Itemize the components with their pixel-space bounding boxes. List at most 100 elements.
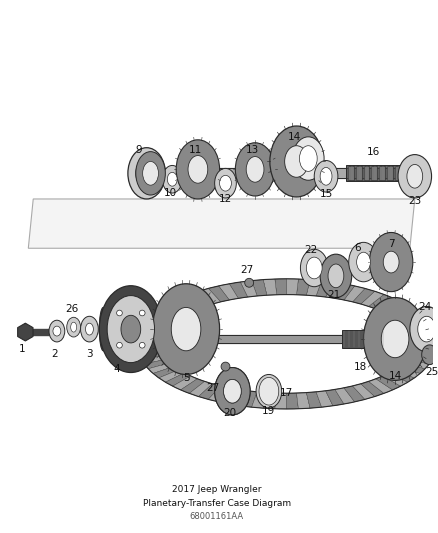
Polygon shape bbox=[137, 344, 161, 349]
Ellipse shape bbox=[53, 326, 61, 336]
Text: 14: 14 bbox=[389, 372, 402, 382]
Ellipse shape bbox=[188, 156, 208, 183]
Ellipse shape bbox=[300, 249, 328, 287]
Bar bbox=[364, 166, 369, 180]
Polygon shape bbox=[325, 390, 344, 406]
Circle shape bbox=[117, 342, 122, 348]
Polygon shape bbox=[411, 348, 436, 354]
Ellipse shape bbox=[422, 345, 438, 365]
Polygon shape bbox=[406, 356, 432, 364]
Polygon shape bbox=[137, 339, 161, 344]
Polygon shape bbox=[344, 386, 365, 402]
Polygon shape bbox=[208, 386, 230, 402]
Polygon shape bbox=[413, 339, 437, 344]
Polygon shape bbox=[344, 286, 365, 302]
Text: 13: 13 bbox=[245, 144, 259, 155]
Text: 19: 19 bbox=[262, 406, 276, 416]
Polygon shape bbox=[252, 392, 267, 408]
Ellipse shape bbox=[410, 306, 438, 352]
Polygon shape bbox=[173, 298, 198, 312]
Polygon shape bbox=[141, 324, 166, 333]
Polygon shape bbox=[413, 344, 437, 349]
Polygon shape bbox=[189, 291, 212, 306]
Bar bbox=[342, 330, 385, 348]
Polygon shape bbox=[159, 305, 184, 318]
Ellipse shape bbox=[107, 296, 155, 362]
Ellipse shape bbox=[99, 308, 107, 351]
Text: 24: 24 bbox=[418, 302, 431, 312]
Polygon shape bbox=[219, 388, 238, 404]
Text: 12: 12 bbox=[219, 194, 232, 204]
Text: 16: 16 bbox=[367, 147, 380, 157]
Ellipse shape bbox=[49, 320, 65, 342]
Polygon shape bbox=[137, 348, 162, 354]
Polygon shape bbox=[138, 352, 164, 359]
Polygon shape bbox=[148, 363, 174, 374]
Text: 27: 27 bbox=[240, 265, 254, 275]
Polygon shape bbox=[361, 382, 384, 397]
Polygon shape bbox=[389, 370, 414, 382]
Polygon shape bbox=[138, 329, 164, 336]
Bar bbox=[348, 166, 353, 180]
Text: 21: 21 bbox=[327, 289, 341, 300]
Polygon shape bbox=[410, 329, 434, 336]
Polygon shape bbox=[144, 359, 170, 369]
Ellipse shape bbox=[155, 308, 162, 351]
Text: 3: 3 bbox=[86, 349, 93, 359]
Circle shape bbox=[245, 278, 254, 287]
Polygon shape bbox=[159, 370, 184, 382]
Polygon shape bbox=[369, 294, 392, 309]
Polygon shape bbox=[18, 323, 33, 341]
Polygon shape bbox=[353, 288, 375, 304]
Polygon shape bbox=[229, 282, 247, 298]
Polygon shape bbox=[325, 282, 344, 298]
Text: 18: 18 bbox=[354, 361, 367, 372]
Polygon shape bbox=[144, 319, 170, 329]
Ellipse shape bbox=[300, 146, 317, 171]
Circle shape bbox=[221, 362, 230, 371]
Polygon shape bbox=[286, 393, 298, 409]
Ellipse shape bbox=[398, 155, 431, 198]
Polygon shape bbox=[369, 379, 392, 393]
Polygon shape bbox=[399, 314, 425, 325]
Ellipse shape bbox=[306, 257, 322, 279]
Bar bbox=[379, 166, 385, 180]
Text: 2017 Jeep Wrangler: 2017 Jeep Wrangler bbox=[172, 486, 261, 494]
Polygon shape bbox=[411, 334, 436, 340]
Polygon shape bbox=[297, 279, 310, 295]
Ellipse shape bbox=[143, 161, 159, 185]
Polygon shape bbox=[173, 376, 198, 390]
Text: 6: 6 bbox=[354, 243, 361, 253]
Ellipse shape bbox=[314, 160, 338, 192]
Polygon shape bbox=[410, 352, 434, 359]
Polygon shape bbox=[275, 279, 286, 295]
Polygon shape bbox=[376, 298, 401, 312]
Polygon shape bbox=[297, 393, 310, 409]
Ellipse shape bbox=[152, 284, 219, 375]
Bar bbox=[346, 165, 405, 181]
Polygon shape bbox=[306, 280, 321, 296]
Circle shape bbox=[139, 310, 145, 316]
Ellipse shape bbox=[293, 137, 324, 180]
Polygon shape bbox=[148, 314, 174, 325]
Text: 1: 1 bbox=[19, 344, 26, 354]
Bar bbox=[371, 166, 377, 180]
Ellipse shape bbox=[383, 251, 399, 273]
Polygon shape bbox=[153, 366, 179, 378]
Polygon shape bbox=[229, 390, 247, 406]
Text: Planetary-Transfer Case Diagram: Planetary-Transfer Case Diagram bbox=[142, 499, 291, 508]
Polygon shape bbox=[263, 393, 277, 409]
Ellipse shape bbox=[121, 316, 141, 343]
Ellipse shape bbox=[418, 316, 435, 342]
Bar bbox=[387, 166, 393, 180]
Ellipse shape bbox=[215, 368, 250, 415]
Ellipse shape bbox=[349, 243, 378, 282]
Polygon shape bbox=[153, 310, 179, 321]
Ellipse shape bbox=[71, 322, 77, 332]
Ellipse shape bbox=[219, 175, 231, 191]
Text: 27: 27 bbox=[206, 383, 219, 393]
Polygon shape bbox=[180, 379, 205, 393]
Polygon shape bbox=[399, 363, 425, 374]
Polygon shape bbox=[353, 384, 375, 399]
Ellipse shape bbox=[256, 375, 282, 408]
